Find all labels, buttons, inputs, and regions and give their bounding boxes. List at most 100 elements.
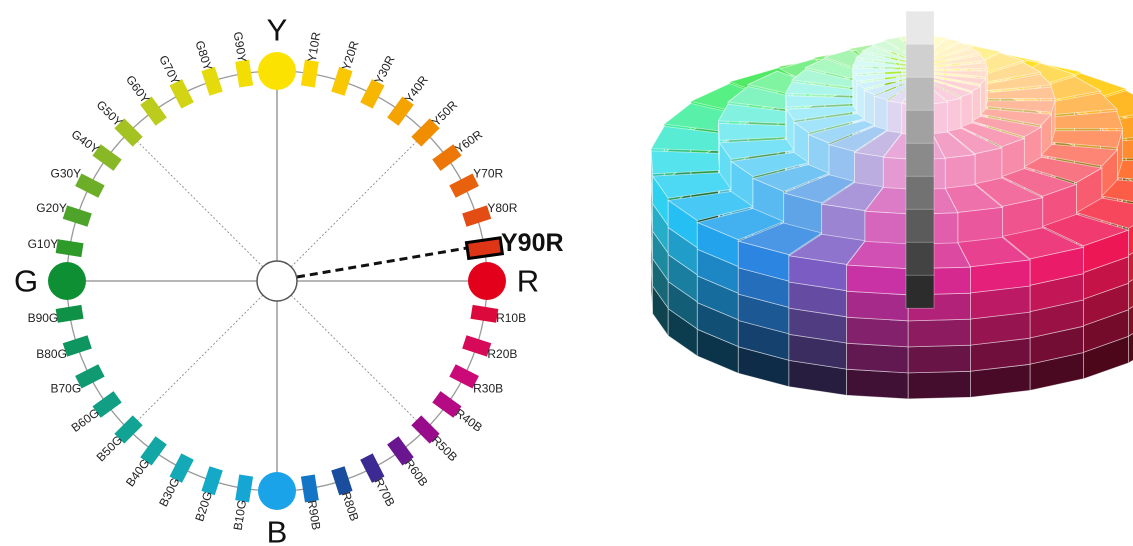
grey-axis-block [905, 109, 935, 144]
solid-top-tile [861, 45, 921, 65]
solid-top-tile [852, 59, 921, 69]
grey-axis-block [905, 241, 935, 276]
hue-swatch-y70r [449, 173, 479, 198]
hue-swatch-g10y [55, 239, 84, 258]
hue-swatch-b70g [75, 364, 105, 389]
solid-top-tile [854, 52, 921, 67]
hue-swatch-g40y [92, 144, 122, 171]
hue-label-b30g: B30G [156, 475, 182, 509]
solid-side-tile [846, 290, 909, 322]
hue-swatch-y80r [462, 205, 492, 227]
highlighted-hue-swatch [464, 236, 505, 261]
hue-swatch-y10r [300, 59, 319, 88]
diagonal-spoke [290, 132, 426, 268]
hue-label-b90g: B90G [28, 311, 59, 325]
grey-axis-block [905, 208, 935, 243]
solid-top-tile [919, 62, 989, 70]
primary-disc-r [468, 262, 506, 300]
hue-swatch-b80g [62, 335, 92, 357]
highlight-dashed-line [296, 246, 468, 279]
hue-swatch-r30b [449, 364, 479, 389]
solid-side-tile [1083, 229, 1129, 274]
hue-swatch-g20y [62, 205, 92, 227]
hue-label-r20b: R20B [487, 347, 517, 361]
solid-top-tile [919, 54, 987, 67]
ncs-colour-solid-3d [650, 0, 1133, 400]
primary-disc-b [258, 472, 296, 510]
solid-top-tile [717, 122, 787, 141]
solid-side-tile [846, 264, 909, 296]
primary-disc-g [48, 262, 86, 300]
grey-axis-block [905, 10, 935, 45]
solid-side-tile [864, 210, 912, 247]
primary-label-r: R [517, 264, 539, 299]
hue-swatch-r70b [360, 453, 385, 483]
hue-label-y80r: Y80R [487, 201, 517, 215]
hue-label-b20g: B20G [192, 490, 215, 524]
hue-label-r40b: R40B [452, 406, 485, 435]
hue-swatch-b40g [140, 436, 167, 466]
hue-label-y70r: Y70R [473, 166, 503, 180]
hue-label-b80g: B80G [36, 347, 67, 361]
hue-label-y10r: Y10R [305, 31, 324, 63]
primary-label-g: G [14, 264, 38, 299]
hue-swatch-b30g [169, 453, 194, 483]
solid-top-tile [650, 150, 720, 175]
solid-side-tile [1128, 225, 1133, 256]
solid-side-tile [907, 370, 971, 400]
grey-axis-block [905, 175, 935, 210]
grey-axis-block [905, 43, 935, 78]
hue-swatch-y40r [387, 96, 414, 126]
hue-swatch-b90g [55, 304, 84, 323]
hue-label-r60b: R60B [402, 456, 431, 489]
hue-label-r80b: R80B [339, 490, 362, 523]
hue-swatch-r40b [432, 391, 462, 418]
elementary-colour-discs: Y R B G [14, 13, 539, 546]
highlighted-hue-label: Y90R [501, 229, 564, 257]
highlighted-hue: Y90R [296, 229, 564, 279]
hue-swatch-g50y [114, 118, 143, 147]
hue-label-g30y: G30Y [50, 166, 81, 180]
hue-label-r10b: R10B [496, 311, 526, 325]
hue-swatch-y60r [432, 144, 462, 171]
hue-swatch-r10b [470, 304, 499, 323]
grey-axis-block [905, 142, 935, 177]
hue-label-y60r: Y60R [452, 127, 485, 156]
hue-label-y50r: Y50R [429, 98, 460, 129]
grey-axis-block [905, 274, 935, 309]
hue-label-g10y: G10Y [28, 237, 59, 251]
hue-label-b70g: B70G [50, 382, 81, 396]
hue-label-y30r: Y30R [372, 53, 398, 86]
solid-side-tile [907, 344, 971, 374]
solid-side-tile [846, 368, 909, 400]
diagonal-spoke [290, 294, 426, 430]
hue-swatch-r50b [411, 415, 440, 444]
hue-label-r70b: R70B [372, 476, 398, 509]
hue-swatch-b10g [235, 474, 254, 503]
solid-top-tile [1116, 160, 1133, 180]
hue-swatch-g90y [235, 59, 254, 88]
hue-label-g70y: G70Y [156, 53, 182, 87]
hue-label-g90y: G90Y [231, 31, 250, 63]
hue-label-y20r: Y20R [339, 39, 362, 72]
primary-label-b: B [267, 515, 288, 546]
diagonal-spoke [128, 294, 264, 430]
solid-side-tile [846, 316, 909, 348]
diagonal-spoke [128, 132, 264, 268]
hue-swatch-g70y [169, 79, 194, 109]
hue-swatch-y50r [411, 118, 440, 147]
hue-swatch-b60g [92, 391, 122, 418]
hue-swatch-g30y [75, 173, 105, 198]
hue-swatch-g60y [140, 96, 167, 126]
hue-label-b10g: B10G [231, 499, 250, 531]
hue-swatch-g80y [201, 66, 223, 96]
solid-top-tile [1100, 179, 1133, 203]
hue-swatch-r60b [387, 436, 414, 466]
hue-label-r90b: R90B [305, 499, 324, 531]
grey-axis-block [905, 0, 935, 12]
hue-swatch-b20g [201, 466, 223, 496]
grey-axis-block [905, 76, 935, 111]
solid-side-tile [1029, 246, 1084, 286]
